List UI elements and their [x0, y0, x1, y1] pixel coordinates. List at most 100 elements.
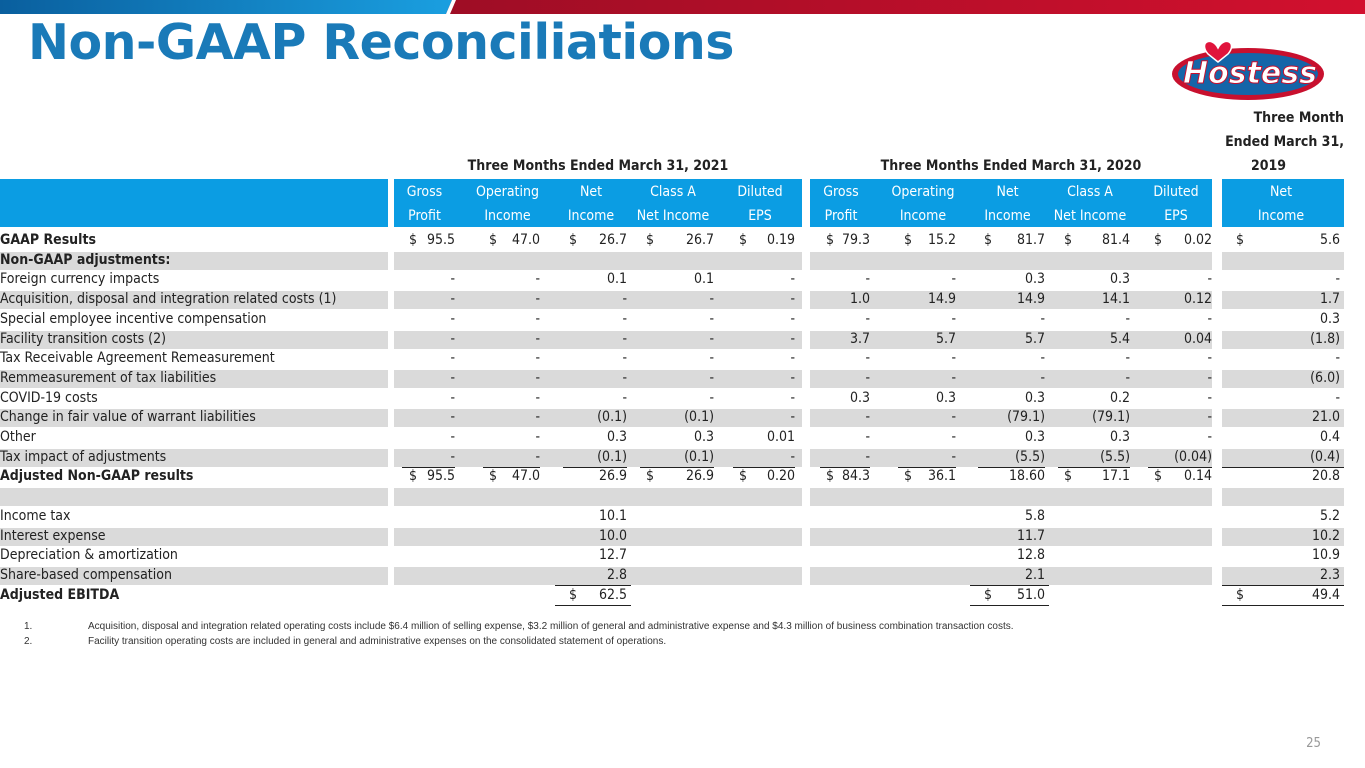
value-cell: - — [1040, 310, 1045, 327]
value-cell: 26.7 — [598, 232, 627, 248]
dollar-sign: $ — [1064, 468, 1073, 485]
row-label — [0, 487, 388, 506]
value-cell: - — [951, 409, 956, 426]
value-cell: 12.8 — [1016, 547, 1045, 564]
value-cell: 62.5 — [598, 586, 627, 603]
row-label: Adjusted EBITDA — [0, 586, 120, 603]
value-cell: - — [790, 271, 795, 288]
value-cell: - — [1335, 271, 1340, 288]
row-label: Facility transition costs (2) — [0, 330, 167, 347]
dollar-sign: $ — [489, 232, 498, 248]
row-stripe — [1222, 330, 1344, 349]
column-header-bottom: EPS — [748, 208, 772, 224]
value-cell: (79.1) — [1092, 409, 1130, 426]
value-cell: 47.0 — [511, 232, 540, 248]
value-cell: - — [951, 271, 956, 288]
value-cell: 95.5 — [426, 232, 455, 248]
row-stripe — [1222, 369, 1344, 388]
hostess-logo: Hostess — [1172, 40, 1324, 100]
column-header-bottom: Income — [899, 208, 947, 224]
row-stripe — [0, 251, 388, 270]
value-cell: - — [622, 350, 627, 367]
dollar-sign: $ — [984, 232, 993, 248]
value-cell: 14.9 — [1016, 291, 1045, 308]
value-cell: 1.0 — [849, 291, 870, 308]
column-header-top: Net — [1269, 184, 1293, 200]
value-cell: 5.2 — [1319, 507, 1340, 524]
value-cell: - — [865, 350, 870, 367]
value-cell: 0.12 — [1183, 291, 1212, 308]
subtotal-underline — [563, 466, 627, 468]
subtotal-underline — [402, 466, 455, 468]
value-cell: - — [790, 330, 795, 347]
value-cell: (0.4) — [1310, 448, 1340, 465]
row-stripe — [394, 527, 802, 546]
value-cell: - — [535, 350, 540, 367]
value-cell: - — [1207, 350, 1212, 367]
value-cell: - — [535, 310, 540, 327]
value-cell: 0.3 — [935, 389, 956, 406]
value-cell: - — [865, 448, 870, 465]
row-label: Non-GAAP adjustments: — [0, 251, 171, 268]
row-stripe — [394, 409, 802, 428]
value-cell: 14.9 — [927, 291, 956, 308]
subtotal-underline — [1222, 466, 1344, 468]
subtotal-underline — [483, 466, 540, 468]
value-cell: - — [450, 291, 455, 308]
value-cell: - — [450, 369, 455, 386]
row-label: Change in fair value of warrant liabilit… — [0, 409, 256, 426]
value-cell: 5.7 — [935, 330, 956, 347]
value-cell: - — [1040, 369, 1045, 386]
value-cell: - — [450, 389, 455, 406]
value-cell: - — [865, 429, 870, 445]
row-stripe — [1222, 527, 1344, 546]
column-header-bottom: Income — [567, 208, 615, 224]
value-cell: 0.3 — [1024, 429, 1045, 445]
value-cell: - — [450, 330, 455, 347]
column-header-top: Gross — [406, 184, 443, 200]
row-label: Remmeasurement of tax liabilities — [0, 369, 217, 386]
row-stripe — [394, 251, 802, 270]
value-cell: (0.04) — [1174, 448, 1212, 465]
value-cell: (79.1) — [1007, 409, 1045, 426]
value-cell: - — [1335, 389, 1340, 406]
subtotal-underline — [733, 466, 795, 468]
value-cell: - — [865, 310, 870, 327]
value-cell: 26.7 — [685, 232, 714, 248]
row-stripe — [394, 330, 802, 349]
value-cell: 51.0 — [1016, 586, 1045, 603]
value-cell: - — [535, 369, 540, 386]
row-stripe — [1222, 291, 1344, 310]
header-band-1 — [810, 179, 1212, 227]
value-cell: 0.20 — [766, 468, 795, 485]
value-cell: - — [1207, 310, 1212, 327]
row-stripe — [0, 369, 388, 388]
value-cell: - — [535, 291, 540, 308]
value-cell: - — [1207, 409, 1212, 426]
value-cell: 2.8 — [606, 566, 627, 583]
value-cell: 10.9 — [1311, 547, 1340, 564]
value-cell: 26.9 — [598, 468, 627, 485]
value-cell: - — [709, 310, 714, 327]
value-cell: - — [790, 310, 795, 327]
dollar-sign: $ — [826, 232, 835, 248]
value-cell: 5.4 — [1109, 330, 1130, 347]
value-cell: - — [1207, 271, 1212, 288]
dollar-sign: $ — [904, 232, 913, 248]
row-stripe — [0, 409, 388, 428]
value-cell: - — [1207, 389, 1212, 406]
value-cell: 0.1 — [693, 271, 714, 288]
footnote-1: 1. Acquisition, disposal and integration … — [24, 621, 1014, 632]
value-cell: - — [450, 448, 455, 465]
column-header-top: Net — [579, 184, 603, 200]
subtotal-underline — [1148, 466, 1212, 468]
value-cell: (5.5) — [1015, 448, 1045, 465]
row-stripe — [810, 409, 1212, 428]
period-header-2019-line3: 2019 — [1250, 158, 1286, 174]
value-cell: (0.1) — [684, 409, 714, 426]
header-band-2 — [1222, 179, 1344, 227]
value-cell: 0.4 — [1319, 429, 1340, 445]
row-label: Share-based compensation — [0, 566, 172, 583]
value-cell: - — [622, 369, 627, 386]
value-cell: - — [865, 409, 870, 426]
